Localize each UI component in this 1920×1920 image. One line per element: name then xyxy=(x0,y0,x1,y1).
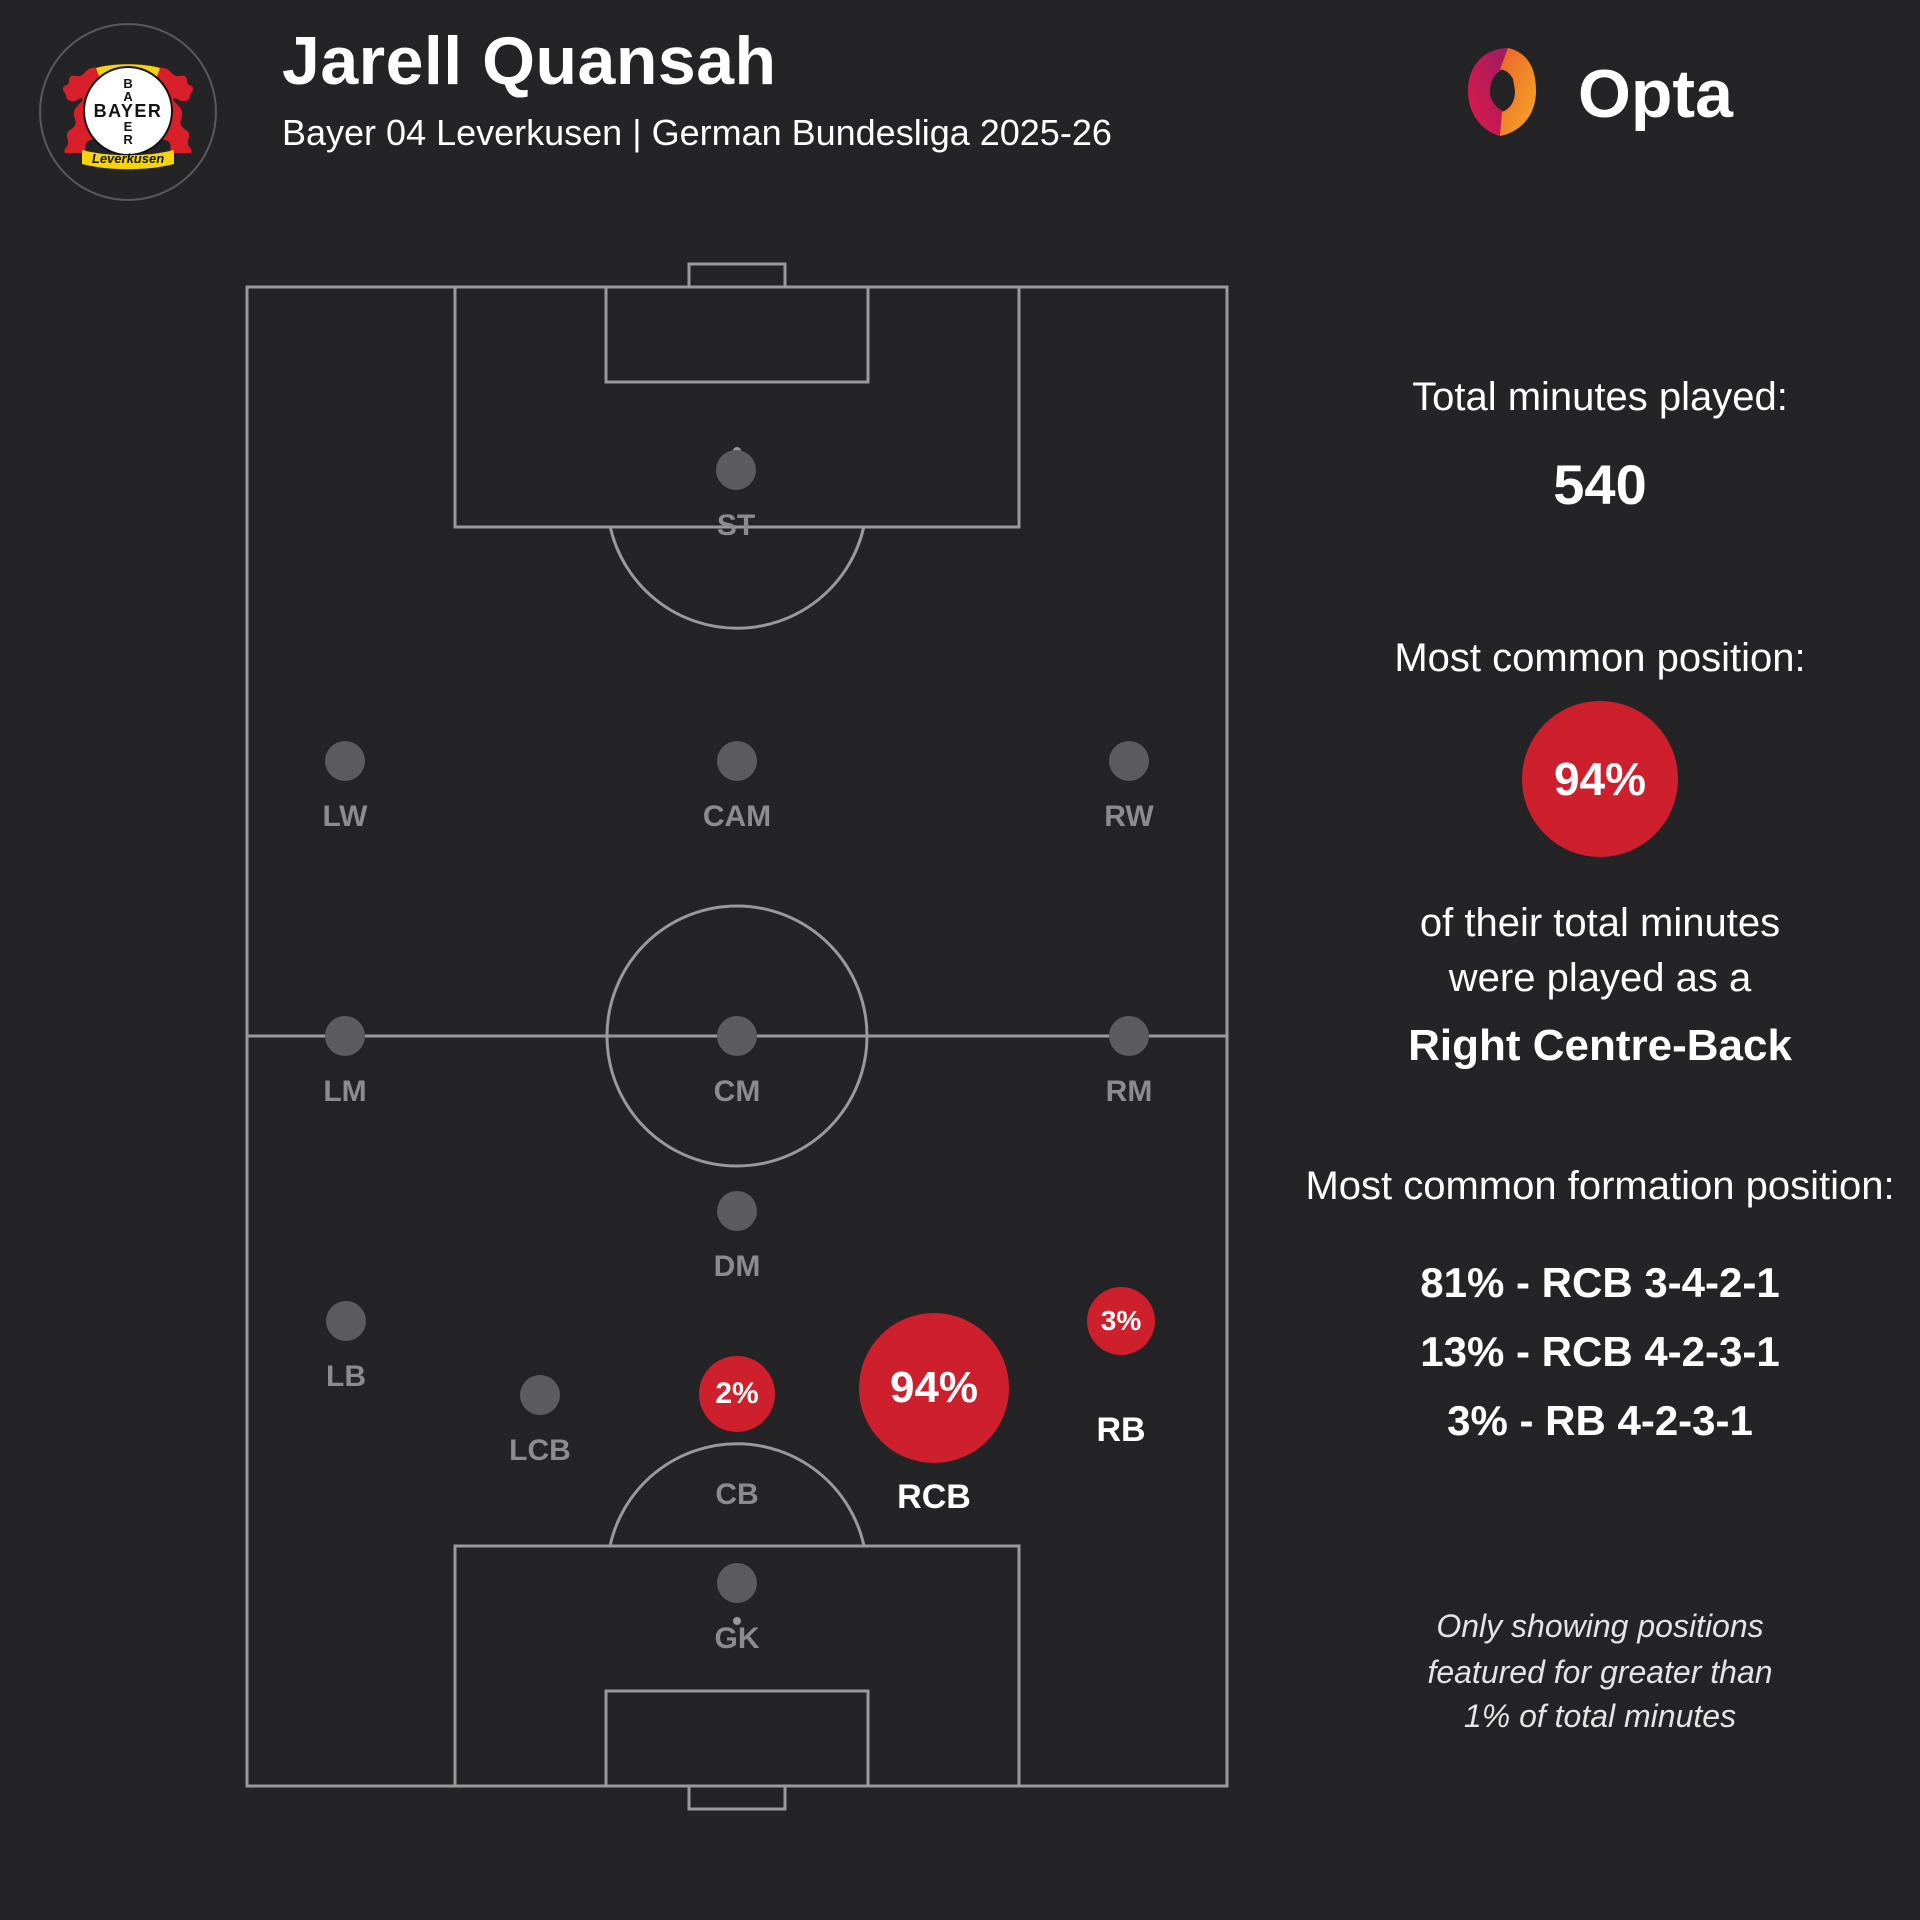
svg-text:Leverkusen: Leverkusen xyxy=(92,151,164,166)
svg-text:R: R xyxy=(123,132,133,147)
svg-text:BAYER: BAYER xyxy=(94,101,163,121)
